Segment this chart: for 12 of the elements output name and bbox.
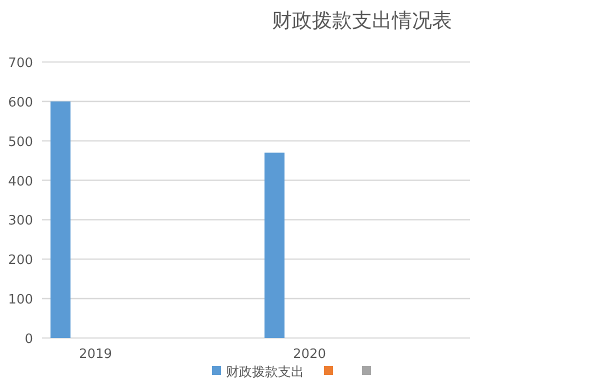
x-tick-label: 2019 xyxy=(78,347,112,362)
y-tick-label: 700 xyxy=(8,56,33,71)
y-tick-label: 0 xyxy=(24,332,33,347)
y-tick-label: 500 xyxy=(8,134,33,150)
y-tick-label: 600 xyxy=(8,95,33,110)
y-tick-label: 400 xyxy=(8,174,33,190)
y-tick-label: 100 xyxy=(8,292,33,308)
y-tick-label: 300 xyxy=(8,214,33,229)
legend-label: 财政拨款支出 xyxy=(226,365,304,380)
x-tick-label: 2020 xyxy=(292,347,326,362)
chart-title: 财政拨款支出情况表 xyxy=(272,8,452,32)
y-tick-label: 200 xyxy=(8,253,33,268)
